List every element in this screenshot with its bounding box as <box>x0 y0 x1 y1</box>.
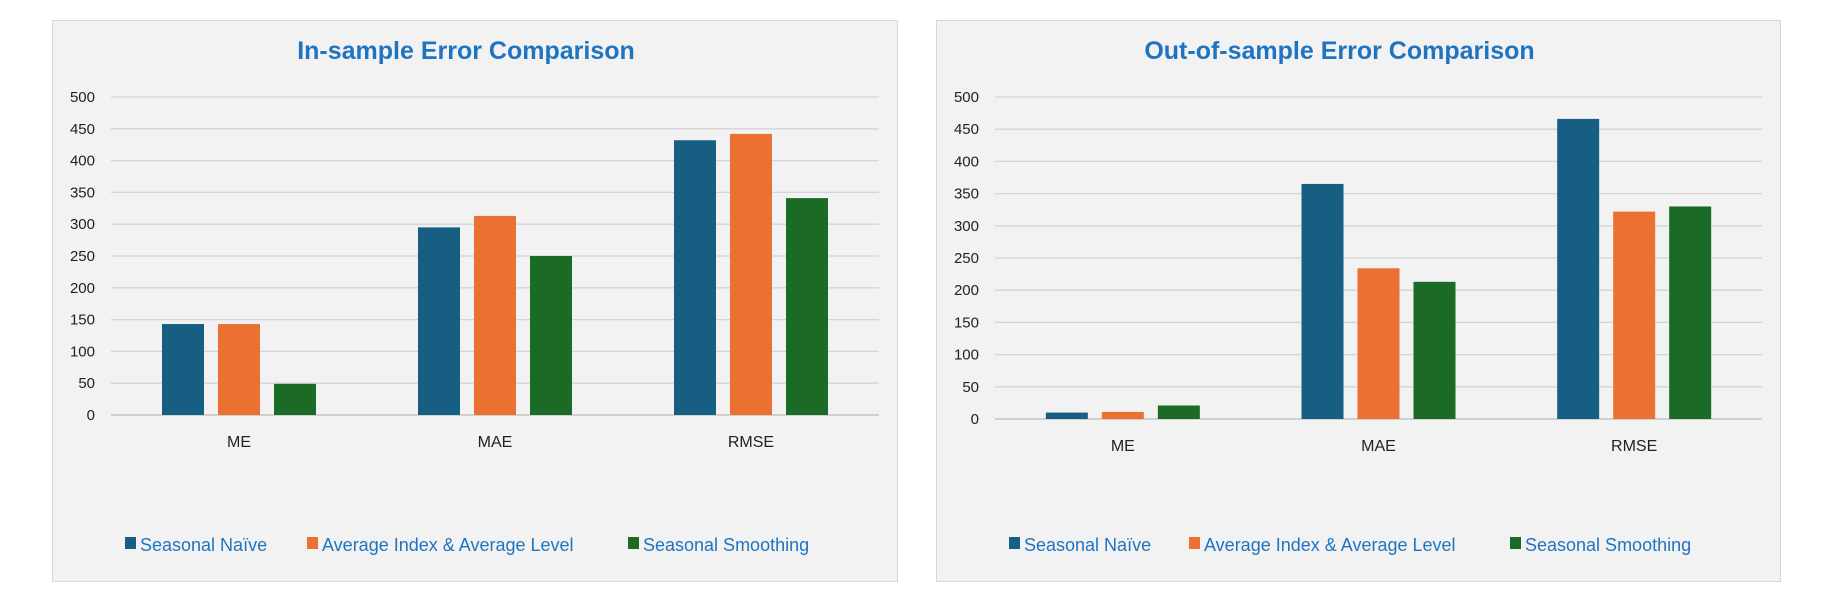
y-tick-label: 400 <box>954 153 979 170</box>
y-tick-label: 450 <box>70 121 95 138</box>
bar <box>530 256 572 415</box>
y-tick-label: 200 <box>70 280 95 297</box>
bar <box>1613 211 1656 419</box>
y-tick-label: 300 <box>70 216 95 233</box>
legend-label: Average Index & Average Level <box>1204 535 1456 555</box>
bar <box>1045 412 1088 419</box>
y-tick-label: 150 <box>954 314 979 331</box>
bar <box>218 324 260 415</box>
legend-swatch <box>1189 537 1200 549</box>
y-tick-label: 350 <box>70 184 95 201</box>
chart-title: Out-of-sample Error Comparison <box>1144 37 1534 65</box>
y-tick-label: 100 <box>70 343 95 360</box>
in-sample-chart-panel: In-sample Error Comparison 0 50 100 150 200 25… <box>52 20 898 582</box>
y-tick-label: 100 <box>954 347 979 364</box>
bar <box>730 133 772 415</box>
legend-swatch <box>628 537 639 549</box>
legend-label: Seasonal Naïve <box>1024 535 1151 555</box>
bar <box>474 215 516 415</box>
y-tick-label: 0 <box>87 407 95 424</box>
legend-swatch <box>1009 537 1020 549</box>
bar <box>1413 281 1456 419</box>
legend-swatch <box>307 537 318 549</box>
bar <box>1557 118 1600 419</box>
y-tick-label: 50 <box>962 379 979 396</box>
legend-label: Seasonal Naïve <box>140 535 267 555</box>
legend-swatch <box>125 537 136 549</box>
y-tick-label: 450 <box>954 121 979 138</box>
legend-swatch <box>1510 537 1521 549</box>
x-category-label: RMSE <box>728 434 774 451</box>
x-category-label: MAE <box>478 434 513 451</box>
bar <box>418 227 460 415</box>
bar <box>674 140 716 416</box>
y-tick-label: 500 <box>954 89 979 106</box>
legend-label: Seasonal Smoothing <box>1525 535 1691 555</box>
y-tick-label: 350 <box>954 186 979 203</box>
bar <box>786 198 828 415</box>
y-tick-label: 0 <box>971 411 979 428</box>
legend-label: Seasonal Smoothing <box>643 535 809 555</box>
y-tick-label: 300 <box>954 218 979 235</box>
bar <box>1357 268 1400 419</box>
out-of-sample-chart: Out-of-sample Error Comparison 0 50 100 150 2… <box>954 37 1762 555</box>
y-tick-label: 500 <box>70 89 95 106</box>
legend-label: Average Index & Average Level <box>322 535 574 555</box>
bar <box>1669 206 1712 419</box>
out-of-sample-chart-panel: Out-of-sample Error Comparison 0 50 100 150 2… <box>936 20 1781 582</box>
y-tick-label: 200 <box>954 282 979 299</box>
x-category-label: MAE <box>1361 438 1396 455</box>
y-tick-label: 250 <box>954 250 979 267</box>
bar <box>274 383 316 415</box>
in-sample-chart: In-sample Error Comparison 0 50 100 150 200 25… <box>70 37 879 555</box>
y-tick-label: 250 <box>70 248 95 265</box>
bar <box>1301 183 1344 419</box>
bar <box>162 324 204 415</box>
chart-title: In-sample Error Comparison <box>297 37 635 65</box>
y-tick-label: 400 <box>70 153 95 170</box>
bar <box>1101 411 1144 419</box>
x-category-label: RMSE <box>1611 438 1657 455</box>
y-tick-label: 150 <box>70 312 95 329</box>
bar <box>1157 405 1200 419</box>
x-category-label: ME <box>1111 438 1135 455</box>
y-tick-label: 50 <box>78 375 95 392</box>
x-category-label: ME <box>227 434 251 451</box>
